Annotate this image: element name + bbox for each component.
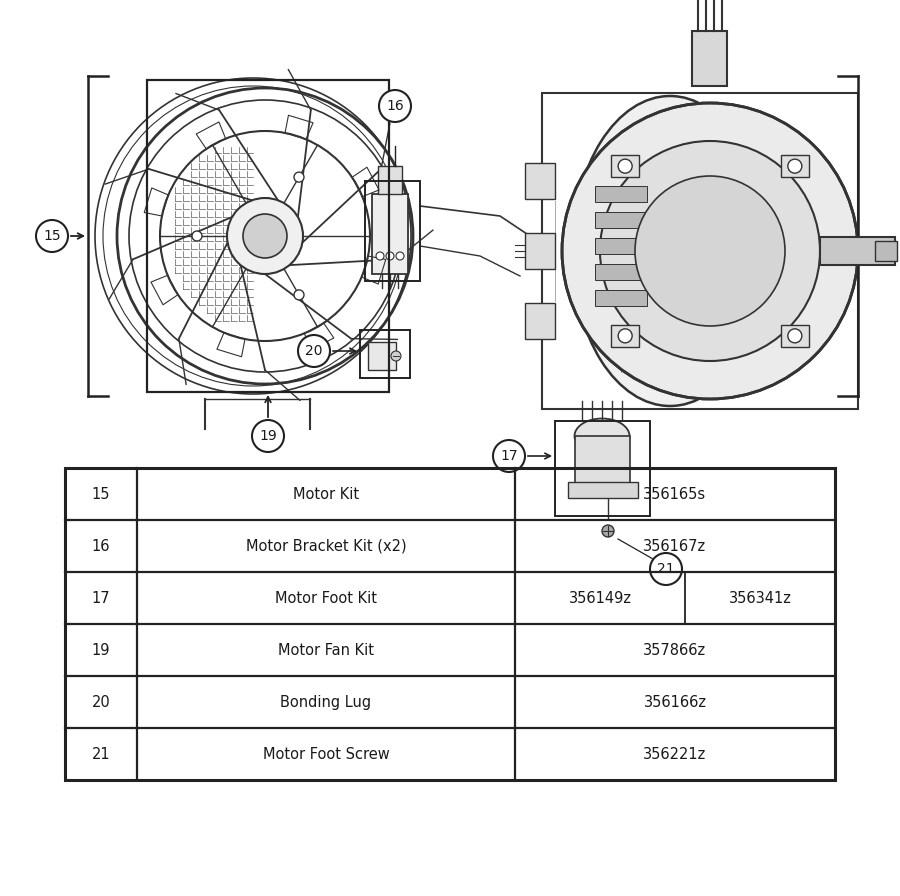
Circle shape bbox=[493, 440, 525, 472]
Circle shape bbox=[252, 420, 284, 452]
Circle shape bbox=[635, 176, 785, 326]
Bar bbox=[568, 482, 638, 498]
Circle shape bbox=[192, 231, 202, 241]
Ellipse shape bbox=[572, 96, 768, 406]
Text: 357866z: 357866z bbox=[644, 642, 706, 658]
Bar bbox=[525, 233, 555, 269]
Bar bbox=[595, 212, 647, 228]
Circle shape bbox=[650, 553, 682, 585]
Text: 356221z: 356221z bbox=[644, 746, 706, 762]
Text: 17: 17 bbox=[92, 590, 111, 606]
Circle shape bbox=[391, 351, 401, 361]
Text: 17: 17 bbox=[500, 449, 518, 463]
Circle shape bbox=[618, 159, 632, 173]
Bar bbox=[692, 31, 727, 86]
Text: 20: 20 bbox=[92, 694, 111, 710]
Circle shape bbox=[294, 172, 304, 182]
Circle shape bbox=[386, 252, 394, 260]
Bar bbox=[360, 330, 410, 378]
Bar bbox=[525, 163, 555, 199]
Circle shape bbox=[376, 252, 384, 260]
Bar bbox=[147, 80, 389, 392]
Bar bbox=[595, 238, 647, 254]
Circle shape bbox=[243, 214, 287, 258]
Text: 16: 16 bbox=[92, 538, 110, 554]
Text: 20: 20 bbox=[305, 344, 323, 358]
Text: Motor Kit: Motor Kit bbox=[292, 487, 359, 502]
Bar bbox=[595, 264, 647, 280]
Text: Motor Foot Kit: Motor Foot Kit bbox=[275, 590, 377, 606]
Circle shape bbox=[298, 335, 330, 367]
Text: 15: 15 bbox=[92, 487, 110, 502]
Bar bbox=[575, 436, 630, 486]
Circle shape bbox=[562, 103, 858, 399]
Circle shape bbox=[379, 90, 411, 122]
Text: Motor Fan Kit: Motor Fan Kit bbox=[278, 642, 374, 658]
Bar bbox=[525, 303, 555, 339]
Bar bbox=[611, 325, 639, 347]
Bar bbox=[555, 421, 650, 516]
Text: 21: 21 bbox=[657, 562, 675, 576]
Circle shape bbox=[396, 252, 404, 260]
Bar bbox=[595, 290, 647, 306]
Text: 356165s: 356165s bbox=[644, 487, 706, 502]
Bar bbox=[595, 186, 647, 202]
Circle shape bbox=[36, 220, 68, 252]
Circle shape bbox=[788, 329, 802, 343]
Text: 21: 21 bbox=[92, 746, 111, 762]
Bar bbox=[368, 342, 396, 370]
Text: Bonding Lug: Bonding Lug bbox=[281, 694, 372, 710]
Circle shape bbox=[294, 290, 304, 300]
Bar bbox=[875, 241, 897, 261]
Bar bbox=[781, 325, 809, 347]
Text: 15: 15 bbox=[43, 229, 61, 243]
Text: 19: 19 bbox=[92, 642, 110, 658]
Ellipse shape bbox=[574, 418, 629, 453]
Circle shape bbox=[600, 141, 820, 361]
Text: 356149z: 356149z bbox=[569, 590, 632, 606]
Bar bbox=[372, 194, 408, 274]
Circle shape bbox=[788, 159, 802, 173]
Bar bbox=[542, 93, 858, 409]
Bar bbox=[378, 166, 402, 194]
Text: 356341z: 356341z bbox=[729, 590, 791, 606]
Text: 356167z: 356167z bbox=[644, 538, 706, 554]
Bar bbox=[820, 237, 895, 265]
Circle shape bbox=[602, 525, 614, 537]
Bar bbox=[781, 155, 809, 177]
Text: 356166z: 356166z bbox=[644, 694, 706, 710]
Circle shape bbox=[618, 329, 632, 343]
Bar bbox=[65, 468, 835, 780]
Circle shape bbox=[227, 198, 303, 274]
Text: Motor Foot Screw: Motor Foot Screw bbox=[263, 746, 390, 762]
Bar bbox=[611, 155, 639, 177]
Text: Motor Bracket Kit (x2): Motor Bracket Kit (x2) bbox=[246, 538, 406, 554]
Bar bbox=[365, 181, 420, 281]
Text: 16: 16 bbox=[386, 99, 404, 113]
Text: 19: 19 bbox=[259, 429, 277, 443]
